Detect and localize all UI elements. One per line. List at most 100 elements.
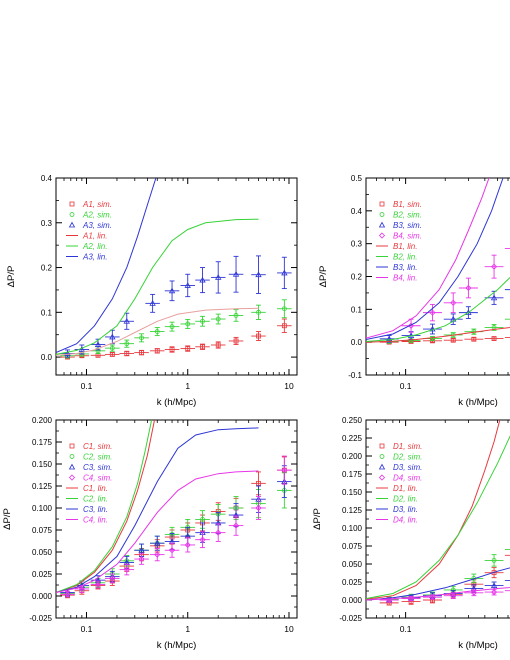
diamond-marker	[255, 504, 262, 512]
data-point	[105, 344, 120, 352]
data-point	[180, 319, 196, 329]
series-line	[56, 470, 259, 593]
legend-entry: B1, sim.	[379, 200, 422, 209]
triangle-marker	[123, 317, 130, 324]
diamond-marker	[490, 263, 498, 270]
circle-marker	[256, 309, 261, 315]
data-point	[504, 289, 510, 291]
triangle-marker	[465, 309, 472, 316]
y-tick-label: 0.025	[342, 578, 363, 587]
data-layer	[56, 178, 292, 360]
diamond-marker	[154, 551, 161, 558]
series-line	[56, 307, 259, 356]
data-point	[134, 333, 149, 343]
y-tick-label: 0.1	[351, 305, 363, 314]
legend-label: A1, lin.	[82, 232, 107, 241]
data-point	[164, 542, 180, 558]
legend-label: C4, lin.	[83, 516, 108, 525]
triangle-marker	[490, 294, 498, 301]
x-tick-label: 10	[284, 624, 294, 634]
legend-label: B2, sim.	[393, 211, 422, 220]
legend-entry: A2, lin.	[66, 242, 107, 251]
series-b3-sim	[379, 289, 510, 343]
plot-frame	[365, 177, 510, 376]
legend-label: C4, sim.	[83, 474, 112, 483]
y-tick-label: 0.4	[41, 174, 53, 183]
diamond-marker	[215, 529, 222, 536]
circle-marker	[215, 316, 221, 322]
data-point	[504, 590, 510, 592]
data-point	[105, 573, 120, 584]
triangle-marker	[215, 274, 222, 280]
series-c2-lin	[56, 420, 153, 593]
circle-marker	[109, 345, 115, 351]
x-tick-label: 0.1	[81, 381, 93, 391]
data-point	[484, 554, 504, 567]
legend-label: D2, lin.	[393, 495, 418, 504]
y-tick-label: 0.050	[32, 548, 53, 557]
diamond-marker	[232, 522, 240, 529]
legend-label: B1, sim.	[393, 200, 422, 209]
legend-label: A2, sim.	[82, 211, 112, 220]
square-marker	[200, 344, 205, 350]
circle-marker	[139, 335, 144, 341]
series-line	[56, 218, 259, 355]
y-tick-label: 0.100	[32, 504, 53, 513]
diamond-marker	[429, 594, 436, 601]
x-tick-label: 0.1	[81, 624, 93, 634]
legend-label: C3, sim.	[83, 463, 112, 472]
data-layer	[366, 420, 510, 606]
legend: B1, sim. B2, sim.B3, sim. B4, sim.B1, lin.…	[376, 200, 422, 283]
y-tick-label: 0.0	[41, 353, 53, 362]
legend-label: C2, lin.	[83, 495, 108, 504]
square-marker	[379, 201, 385, 207]
legend-label: D1, sim.	[393, 442, 422, 451]
legend-label: A3, lin.	[82, 253, 107, 262]
x-tick-label: 1	[185, 381, 190, 391]
y-tick-label: 0.100	[342, 524, 363, 533]
y-tick-label: 0.050	[342, 560, 363, 569]
data-point	[251, 331, 266, 341]
data-point	[484, 254, 504, 279]
y-tick-label: 0.200	[342, 452, 363, 461]
series-line	[366, 567, 510, 601]
series-c1-lin	[56, 420, 155, 593]
data-point	[119, 350, 135, 357]
data-point	[210, 261, 226, 294]
circle-marker	[69, 454, 75, 459]
series-line	[366, 178, 490, 339]
legend-entry: D4, sim.	[378, 474, 422, 483]
legend-entry: B3, lin.	[376, 263, 417, 272]
legend-entry: D4, lin.	[376, 516, 418, 525]
square-marker	[124, 351, 130, 356]
data-point	[119, 563, 135, 576]
series-a3-sim	[60, 255, 292, 358]
data-point	[484, 588, 504, 596]
data-point	[60, 591, 75, 598]
data-point	[74, 584, 90, 593]
legend-label: B4, lin.	[393, 274, 417, 283]
legend-label: B3, sim.	[393, 221, 422, 230]
legend-entry: C2, sim.	[69, 453, 112, 462]
y-tick-label: 0.2	[41, 264, 53, 273]
triangle-marker	[68, 221, 76, 228]
data-point	[164, 346, 180, 353]
diamond-marker	[78, 585, 85, 593]
y-tick-label: 0.000	[32, 592, 53, 601]
data-point	[164, 321, 180, 332]
series-line	[56, 178, 157, 354]
x-axis-label: k (h/Mpc)	[458, 397, 498, 408]
square-marker	[379, 443, 385, 449]
square-marker	[139, 350, 144, 356]
data-point	[504, 549, 510, 551]
legend-label: C2, sim.	[83, 453, 112, 462]
legend-entry: D2, sim.	[379, 453, 422, 462]
y-tick-label: 0.175	[342, 470, 363, 479]
series-line	[56, 420, 153, 593]
legend-label: D3, lin.	[393, 505, 418, 514]
data-point	[195, 343, 210, 350]
triangle-marker	[378, 463, 386, 470]
triangle-marker	[255, 271, 262, 278]
y-tick-label: 0.3	[41, 219, 53, 228]
triangle-marker	[490, 582, 498, 588]
